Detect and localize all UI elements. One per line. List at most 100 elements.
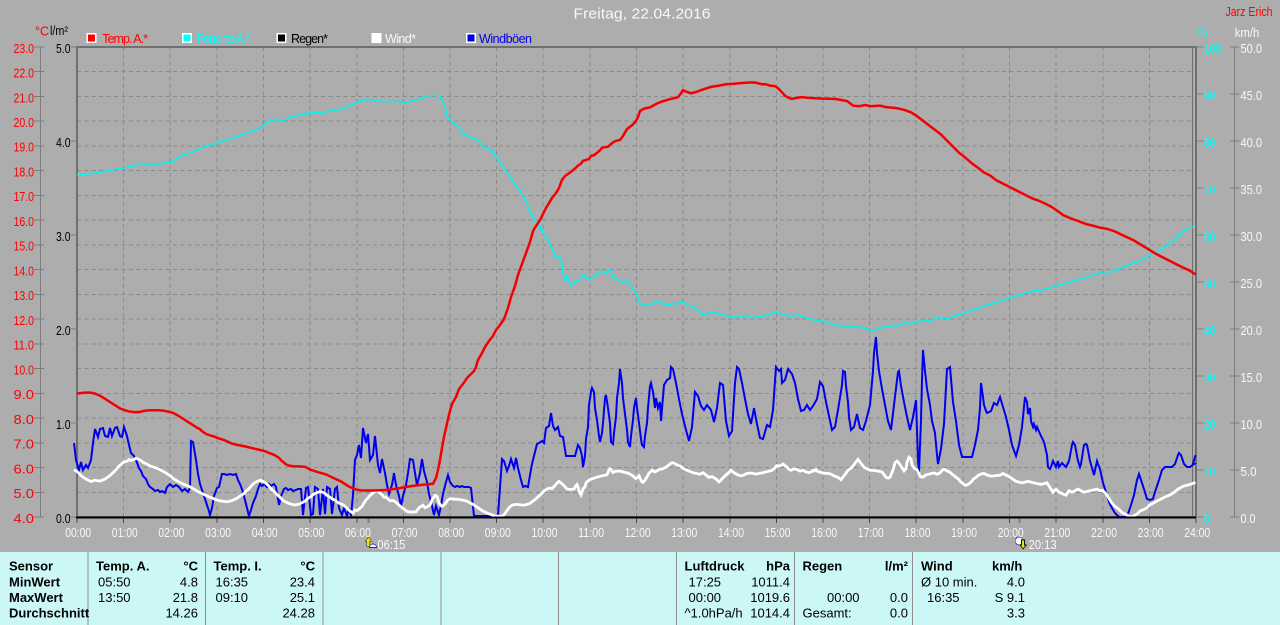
svg-text:14.26: 14.26 — [165, 606, 198, 621]
svg-text:20: 20 — [1204, 417, 1215, 432]
svg-text:0.0: 0.0 — [56, 511, 71, 526]
svg-text:3.0: 3.0 — [56, 229, 71, 244]
svg-text:Temp. I.: Temp. I. — [214, 559, 262, 574]
svg-text:1019.6: 1019.6 — [750, 590, 790, 605]
svg-text:12:00: 12:00 — [625, 525, 651, 540]
svg-text:0.0: 0.0 — [890, 590, 908, 605]
svg-text:^1.0hPa/h: ^1.0hPa/h — [685, 606, 743, 621]
svg-text:16:00: 16:00 — [811, 525, 837, 540]
svg-text:Sensor: Sensor — [9, 559, 53, 574]
svg-text:18:00: 18:00 — [905, 525, 931, 540]
svg-text:11.0: 11.0 — [14, 338, 35, 353]
svg-text:Jarz Erich: Jarz Erich — [1226, 4, 1273, 19]
svg-text:l/m²: l/m² — [50, 23, 69, 38]
svg-text:05:00: 05:00 — [298, 525, 324, 540]
svg-text:10:00: 10:00 — [532, 525, 558, 540]
svg-text:20:00: 20:00 — [998, 525, 1024, 540]
svg-text:7.0: 7.0 — [14, 437, 35, 452]
svg-text:15.0: 15.0 — [14, 239, 35, 254]
svg-text:16:35: 16:35 — [927, 590, 960, 605]
svg-text:°C: °C — [35, 24, 49, 39]
svg-text:50.0: 50.0 — [1241, 41, 1263, 56]
svg-text:Luftdruck: Luftdruck — [685, 559, 746, 574]
svg-text:80: 80 — [1204, 135, 1215, 150]
svg-text:5.0: 5.0 — [1241, 464, 1257, 479]
svg-text:24:00: 24:00 — [1184, 525, 1210, 540]
svg-text:13:50: 13:50 — [98, 590, 131, 605]
svg-text:Temp. A.: Temp. A. — [96, 559, 149, 574]
svg-text:09:00: 09:00 — [485, 525, 511, 540]
svg-text:06:00: 06:00 — [345, 525, 371, 540]
svg-text:21:00: 21:00 — [1044, 525, 1070, 540]
svg-text:00:00: 00:00 — [827, 590, 860, 605]
svg-text:6.0: 6.0 — [14, 461, 35, 476]
svg-text:Windböen: Windböen — [479, 32, 532, 46]
svg-text:°C: °C — [183, 559, 198, 574]
svg-text:20.0: 20.0 — [1241, 323, 1263, 338]
svg-text:25.0: 25.0 — [1241, 276, 1263, 291]
svg-text:30.0: 30.0 — [1241, 229, 1263, 244]
svg-text:9.0: 9.0 — [14, 387, 35, 402]
svg-text:10: 10 — [1204, 464, 1215, 479]
svg-text:4.8: 4.8 — [180, 575, 198, 590]
svg-text:8.0: 8.0 — [14, 412, 35, 427]
svg-text:1014.4: 1014.4 — [750, 606, 790, 621]
svg-text:60: 60 — [1204, 229, 1215, 244]
svg-text:40.0: 40.0 — [1241, 135, 1263, 150]
svg-text:09:10: 09:10 — [216, 590, 249, 605]
svg-text:16:35: 16:35 — [216, 575, 249, 590]
svg-text:Regen*: Regen* — [291, 32, 328, 46]
svg-text:30: 30 — [1204, 370, 1215, 385]
svg-text:1.0: 1.0 — [56, 417, 71, 432]
svg-text:°C: °C — [300, 559, 315, 574]
svg-text:Temp. A.*: Temp. A.* — [102, 32, 148, 46]
svg-text:03:00: 03:00 — [205, 525, 231, 540]
svg-text:12.0: 12.0 — [14, 313, 35, 328]
svg-text:Durchschnitt: Durchschnitt — [9, 606, 90, 621]
svg-text:00:00: 00:00 — [65, 525, 91, 540]
svg-text:Feuchte A.*: Feuchte A.* — [197, 32, 251, 46]
svg-text:21.0: 21.0 — [14, 90, 35, 105]
svg-text:16.0: 16.0 — [14, 214, 35, 229]
svg-text:2.0: 2.0 — [56, 323, 71, 338]
svg-text:19.0: 19.0 — [14, 140, 35, 155]
svg-text:MaxWert: MaxWert — [9, 590, 64, 605]
svg-text:22.0: 22.0 — [14, 66, 35, 81]
svg-text:13.0: 13.0 — [14, 288, 35, 303]
svg-text:S 9.1: S 9.1 — [995, 590, 1025, 605]
svg-text:07:00: 07:00 — [392, 525, 418, 540]
svg-text:0.0: 0.0 — [1241, 511, 1256, 526]
svg-text:11:00: 11:00 — [578, 525, 604, 540]
svg-text:10.0: 10.0 — [1241, 417, 1263, 432]
svg-text:13:00: 13:00 — [671, 525, 697, 540]
svg-text:40: 40 — [1204, 323, 1215, 338]
svg-text:17:25: 17:25 — [689, 575, 722, 590]
svg-text:17:00: 17:00 — [858, 525, 884, 540]
svg-text:23.4: 23.4 — [290, 575, 315, 590]
svg-text:14:00: 14:00 — [718, 525, 744, 540]
svg-text:06:15: 06:15 — [377, 537, 405, 552]
svg-text:15.0: 15.0 — [1241, 370, 1263, 385]
svg-text:25.1: 25.1 — [290, 590, 315, 605]
svg-text:17.0: 17.0 — [14, 189, 35, 204]
svg-text:05:50: 05:50 — [98, 575, 131, 590]
svg-text:01:00: 01:00 — [112, 525, 138, 540]
svg-text:21.8: 21.8 — [173, 590, 198, 605]
svg-text:l/m²: l/m² — [885, 559, 909, 574]
svg-text:19:00: 19:00 — [951, 525, 977, 540]
svg-text:04:00: 04:00 — [252, 525, 278, 540]
svg-text:Wind: Wind — [921, 559, 953, 574]
svg-text:15:00: 15:00 — [765, 525, 791, 540]
svg-text:24.28: 24.28 — [282, 606, 315, 621]
svg-text:18.0: 18.0 — [14, 165, 35, 180]
svg-text:100: 100 — [1204, 41, 1221, 56]
svg-text:00:00: 00:00 — [689, 590, 722, 605]
svg-text:5.0: 5.0 — [56, 41, 71, 56]
svg-text:MinWert: MinWert — [9, 575, 61, 590]
svg-text:14.0: 14.0 — [14, 263, 35, 278]
svg-text:km/h: km/h — [992, 559, 1022, 574]
svg-text:0.0: 0.0 — [890, 606, 908, 621]
svg-text:1011.4: 1011.4 — [751, 575, 790, 590]
svg-text:km/h: km/h — [1235, 25, 1260, 40]
svg-text:35.0: 35.0 — [1241, 182, 1263, 197]
